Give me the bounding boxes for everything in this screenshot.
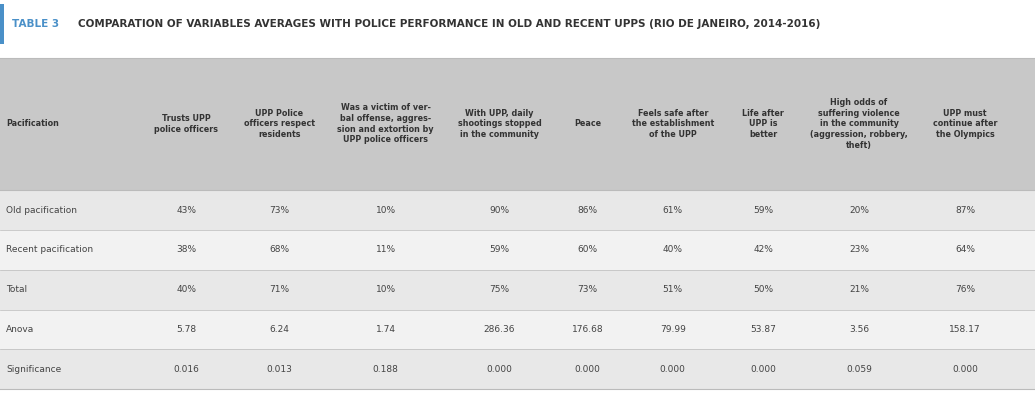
Bar bbox=[0, 349, 1035, 389]
Text: 86%: 86% bbox=[578, 206, 597, 214]
Text: Feels safe after
the establishment
of the UPP: Feels safe after the establishment of th… bbox=[631, 109, 714, 139]
Text: 38%: 38% bbox=[176, 245, 197, 254]
Text: Total: Total bbox=[6, 285, 27, 294]
Text: 71%: 71% bbox=[269, 285, 290, 294]
Text: Recent pacification: Recent pacification bbox=[6, 245, 93, 254]
Text: 50%: 50% bbox=[753, 285, 773, 294]
Text: 0.000: 0.000 bbox=[750, 365, 776, 374]
Text: 6.24: 6.24 bbox=[269, 325, 290, 334]
Bar bbox=[0, 270, 1035, 310]
Text: 21%: 21% bbox=[849, 285, 869, 294]
Text: 0.016: 0.016 bbox=[173, 365, 199, 374]
Text: With UPP, daily
shootings stopped
in the community: With UPP, daily shootings stopped in the… bbox=[457, 109, 541, 139]
Text: 0.000: 0.000 bbox=[574, 365, 600, 374]
Text: 3.56: 3.56 bbox=[849, 325, 869, 334]
Text: 60%: 60% bbox=[578, 245, 597, 254]
Text: 68%: 68% bbox=[269, 245, 290, 254]
Text: 64%: 64% bbox=[955, 245, 975, 254]
Text: COMPARATION OF VARIABLES AVERAGES WITH POLICE PERFORMANCE IN OLD AND RECENT UPPS: COMPARATION OF VARIABLES AVERAGES WITH P… bbox=[78, 19, 820, 29]
Bar bbox=[0, 58, 1035, 190]
Text: 0.013: 0.013 bbox=[267, 365, 293, 374]
Text: UPP must
continue after
the Olympics: UPP must continue after the Olympics bbox=[933, 109, 998, 139]
Text: 43%: 43% bbox=[176, 206, 197, 214]
Text: Trusts UPP
police officers: Trusts UPP police officers bbox=[154, 114, 218, 134]
Text: Peace: Peace bbox=[573, 119, 601, 128]
Text: Old pacification: Old pacification bbox=[6, 206, 78, 214]
Bar bbox=[0, 4, 4, 44]
Text: Significance: Significance bbox=[6, 365, 61, 374]
Text: 61%: 61% bbox=[662, 206, 683, 214]
Text: TABLE 3: TABLE 3 bbox=[12, 19, 60, 29]
Text: 76%: 76% bbox=[955, 285, 975, 294]
Text: 286.36: 286.36 bbox=[483, 325, 515, 334]
Text: 40%: 40% bbox=[662, 245, 683, 254]
Text: Pacification: Pacification bbox=[6, 119, 59, 128]
Text: 87%: 87% bbox=[955, 206, 975, 214]
Text: 42%: 42% bbox=[753, 245, 773, 254]
Text: 59%: 59% bbox=[753, 206, 773, 214]
Text: 79.99: 79.99 bbox=[660, 325, 686, 334]
Text: Anova: Anova bbox=[6, 325, 34, 334]
Text: 176.68: 176.68 bbox=[571, 325, 603, 334]
Bar bbox=[0, 310, 1035, 349]
Text: 75%: 75% bbox=[490, 285, 509, 294]
Bar bbox=[0, 230, 1035, 270]
Text: Life after
UPP is
better: Life after UPP is better bbox=[742, 109, 785, 139]
Text: 158.17: 158.17 bbox=[949, 325, 981, 334]
Text: UPP Police
officers respect
residents: UPP Police officers respect residents bbox=[244, 109, 315, 139]
Text: 0.188: 0.188 bbox=[373, 365, 398, 374]
Text: 20%: 20% bbox=[849, 206, 869, 214]
Text: 90%: 90% bbox=[490, 206, 509, 214]
Text: 0.000: 0.000 bbox=[952, 365, 978, 374]
Text: 73%: 73% bbox=[578, 285, 597, 294]
Text: 11%: 11% bbox=[376, 245, 395, 254]
Text: High odds of
suffering violence
in the community
(aggression, robbery,
theft): High odds of suffering violence in the c… bbox=[810, 98, 908, 150]
Bar bbox=[0, 0, 1035, 48]
Text: 0.000: 0.000 bbox=[660, 365, 686, 374]
Text: Was a victim of ver-
bal offense, aggres-
sion and extortion by
UPP police offic: Was a victim of ver- bal offense, aggres… bbox=[337, 103, 434, 145]
Text: 5.78: 5.78 bbox=[176, 325, 197, 334]
Bar bbox=[0, 190, 1035, 230]
Text: 23%: 23% bbox=[849, 245, 869, 254]
Text: 59%: 59% bbox=[490, 245, 509, 254]
Text: 1.74: 1.74 bbox=[376, 325, 395, 334]
Text: 73%: 73% bbox=[269, 206, 290, 214]
Text: 51%: 51% bbox=[662, 285, 683, 294]
Text: 10%: 10% bbox=[376, 206, 395, 214]
Text: 0.059: 0.059 bbox=[847, 365, 871, 374]
Text: 0.000: 0.000 bbox=[486, 365, 512, 374]
Text: 10%: 10% bbox=[376, 285, 395, 294]
Text: 40%: 40% bbox=[176, 285, 197, 294]
Text: 53.87: 53.87 bbox=[750, 325, 776, 334]
